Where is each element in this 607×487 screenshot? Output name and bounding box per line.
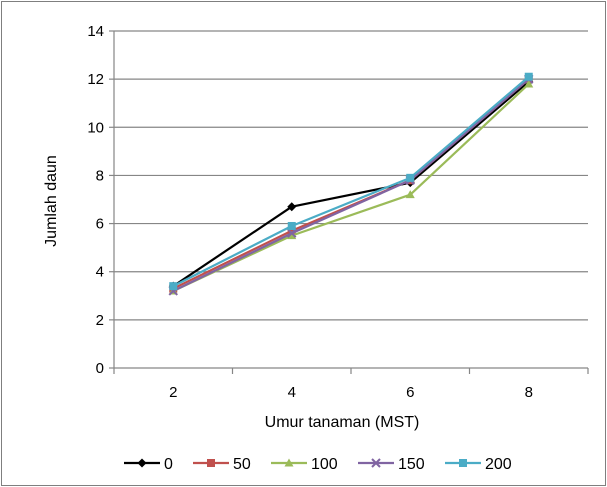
legend-marker-0 [137,458,147,468]
x-tick-label-8: 8 [525,384,533,401]
y-tick-label-6: 6 [96,216,104,233]
series-group [168,72,534,296]
point-0-4 [287,202,297,212]
x-tick-label-2: 2 [169,384,177,401]
legend-marker-150 [371,458,381,468]
legend: 0 50 100 150 200 [124,456,512,473]
y-tick-label-0: 0 [96,360,104,377]
point-200-8 [524,72,533,81]
y-tick-label-12: 12 [87,71,104,88]
y-tick-label-10: 10 [87,119,104,136]
legend-item-100: 100 [271,456,338,473]
legend-item-50: 50 [193,456,251,473]
series-line-200 [172,75,530,288]
legend-label-50: 50 [233,456,251,473]
point-200-2 [169,282,178,291]
series-line-150 [172,78,530,292]
legend-label-0: 0 [164,456,173,473]
legend-label-150: 150 [398,456,425,473]
y-tick-labels: 0 2 4 6 8 10 12 14 [87,23,104,377]
series-200 [169,72,533,291]
x-tick-label-4: 4 [288,384,296,401]
y-tick-label-4: 4 [96,264,104,281]
legend-marker-200 [459,459,467,467]
point-150-4 [287,228,297,238]
point-200-4 [287,221,296,230]
y-tick-label-14: 14 [87,23,104,40]
legend-item-200: 200 [445,456,512,473]
legend-item-150: 150 [358,456,425,473]
point-100-4 [287,231,297,240]
point-50-4 [287,226,296,235]
axes [109,30,589,374]
legend-label-100: 100 [311,456,338,473]
point-100-6 [405,190,415,199]
series-line-0 [172,80,530,288]
legend-item-0: 0 [124,456,173,473]
y-axis-title: Jumlah daun [43,155,60,247]
legend-marker-100 [284,458,294,467]
legend-label-200: 200 [485,456,512,473]
y-tick-label-2: 2 [96,312,104,329]
y-tick-label-8: 8 [96,167,104,184]
x-axis-title: Umur tanaman (MST) [265,414,420,431]
x-tick-label-6: 6 [406,384,414,401]
point-100-8 [524,79,534,88]
x-tick-labels: 2 4 6 8 [169,384,533,401]
legend-marker-50 [207,459,215,467]
point-200-6 [406,173,415,182]
